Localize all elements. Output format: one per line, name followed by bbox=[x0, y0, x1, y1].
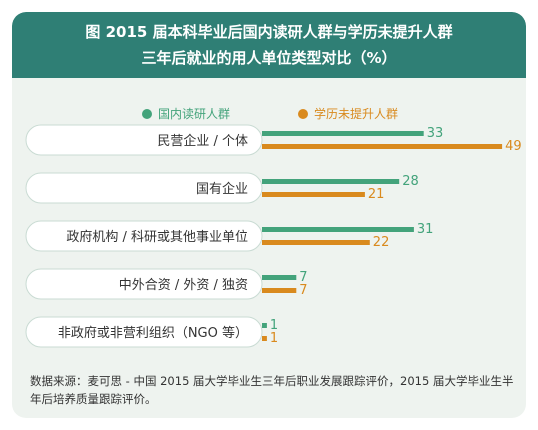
bar-series-2 bbox=[262, 288, 297, 293]
category-box bbox=[25, 268, 263, 300]
category-label: 国有企业 bbox=[196, 181, 248, 197]
data-label-series-1: 33 bbox=[427, 126, 444, 141]
bar-series-2 bbox=[262, 192, 365, 197]
data-label-series-1: 1 bbox=[270, 318, 278, 333]
data-label-series-2: 49 bbox=[505, 139, 522, 154]
data-label-series-2: 1 bbox=[270, 331, 278, 346]
bar-series-2 bbox=[262, 336, 267, 341]
chart-header: 图 2015 届本科毕业后国内读研人群与学历未提升人群 三年后就业的用人单位类型… bbox=[12, 12, 526, 78]
bar-chart: 民营企业 / 个体 33 49 国有企业 28 21 政府机构 / 科研或其他事业单位 31 2… bbox=[25, 124, 522, 348]
source-note: 数据来源：麦可思 - 中国 2015 届大学毕业生三年后职业发展跟踪评价，201… bbox=[30, 374, 514, 406]
category-box bbox=[25, 220, 263, 252]
category-box bbox=[25, 172, 263, 204]
bar-series-2 bbox=[262, 144, 503, 149]
legend-dot-green bbox=[142, 108, 152, 119]
legend-item-series-1: 国内读研人群 bbox=[142, 105, 230, 122]
category-box bbox=[25, 124, 263, 156]
bar-series-1 bbox=[262, 323, 267, 328]
bar-series-2 bbox=[262, 240, 370, 245]
bar-series-1 bbox=[262, 131, 424, 136]
category-label: 民营企业 / 个体 bbox=[157, 133, 248, 149]
category-label: 政府机构 / 科研或其他事业单位 bbox=[66, 230, 248, 245]
legend-label-series-1: 国内读研人群 bbox=[158, 107, 231, 121]
chart-card: 图 2015 届本科毕业后国内读研人群与学历未提升人群 三年后就业的用人单位类型… bbox=[12, 12, 526, 418]
category-label: 非政府或非营利组织（NGO 等） bbox=[58, 325, 248, 341]
category-box bbox=[25, 316, 263, 348]
chart-title-line2: 三年后就业的用人单位类型对比（%） bbox=[141, 49, 397, 67]
data-label-series-1: 31 bbox=[417, 222, 434, 237]
legend-item-series-2: 学历未提升人群 bbox=[298, 105, 398, 122]
legend-dot-orange bbox=[298, 108, 308, 119]
bar-series-1 bbox=[262, 179, 400, 184]
data-label-series-2: 7 bbox=[299, 283, 307, 298]
bar-series-1 bbox=[262, 227, 414, 232]
data-label-series-1: 28 bbox=[402, 174, 419, 189]
legend-label-series-2: 学历未提升人群 bbox=[314, 107, 399, 121]
legend: 国内读研人群 学历未提升人群 bbox=[12, 105, 526, 125]
data-label-series-1: 7 bbox=[299, 270, 307, 285]
chart-title-line1: 图 2015 届本科毕业后国内读研人群与学历未提升人群 bbox=[85, 23, 453, 41]
data-label-series-2: 21 bbox=[368, 187, 385, 202]
category-label: 中外合资 / 外资 / 独资 bbox=[119, 278, 248, 293]
bar-series-1 bbox=[262, 275, 297, 280]
data-label-series-2: 22 bbox=[373, 235, 390, 250]
